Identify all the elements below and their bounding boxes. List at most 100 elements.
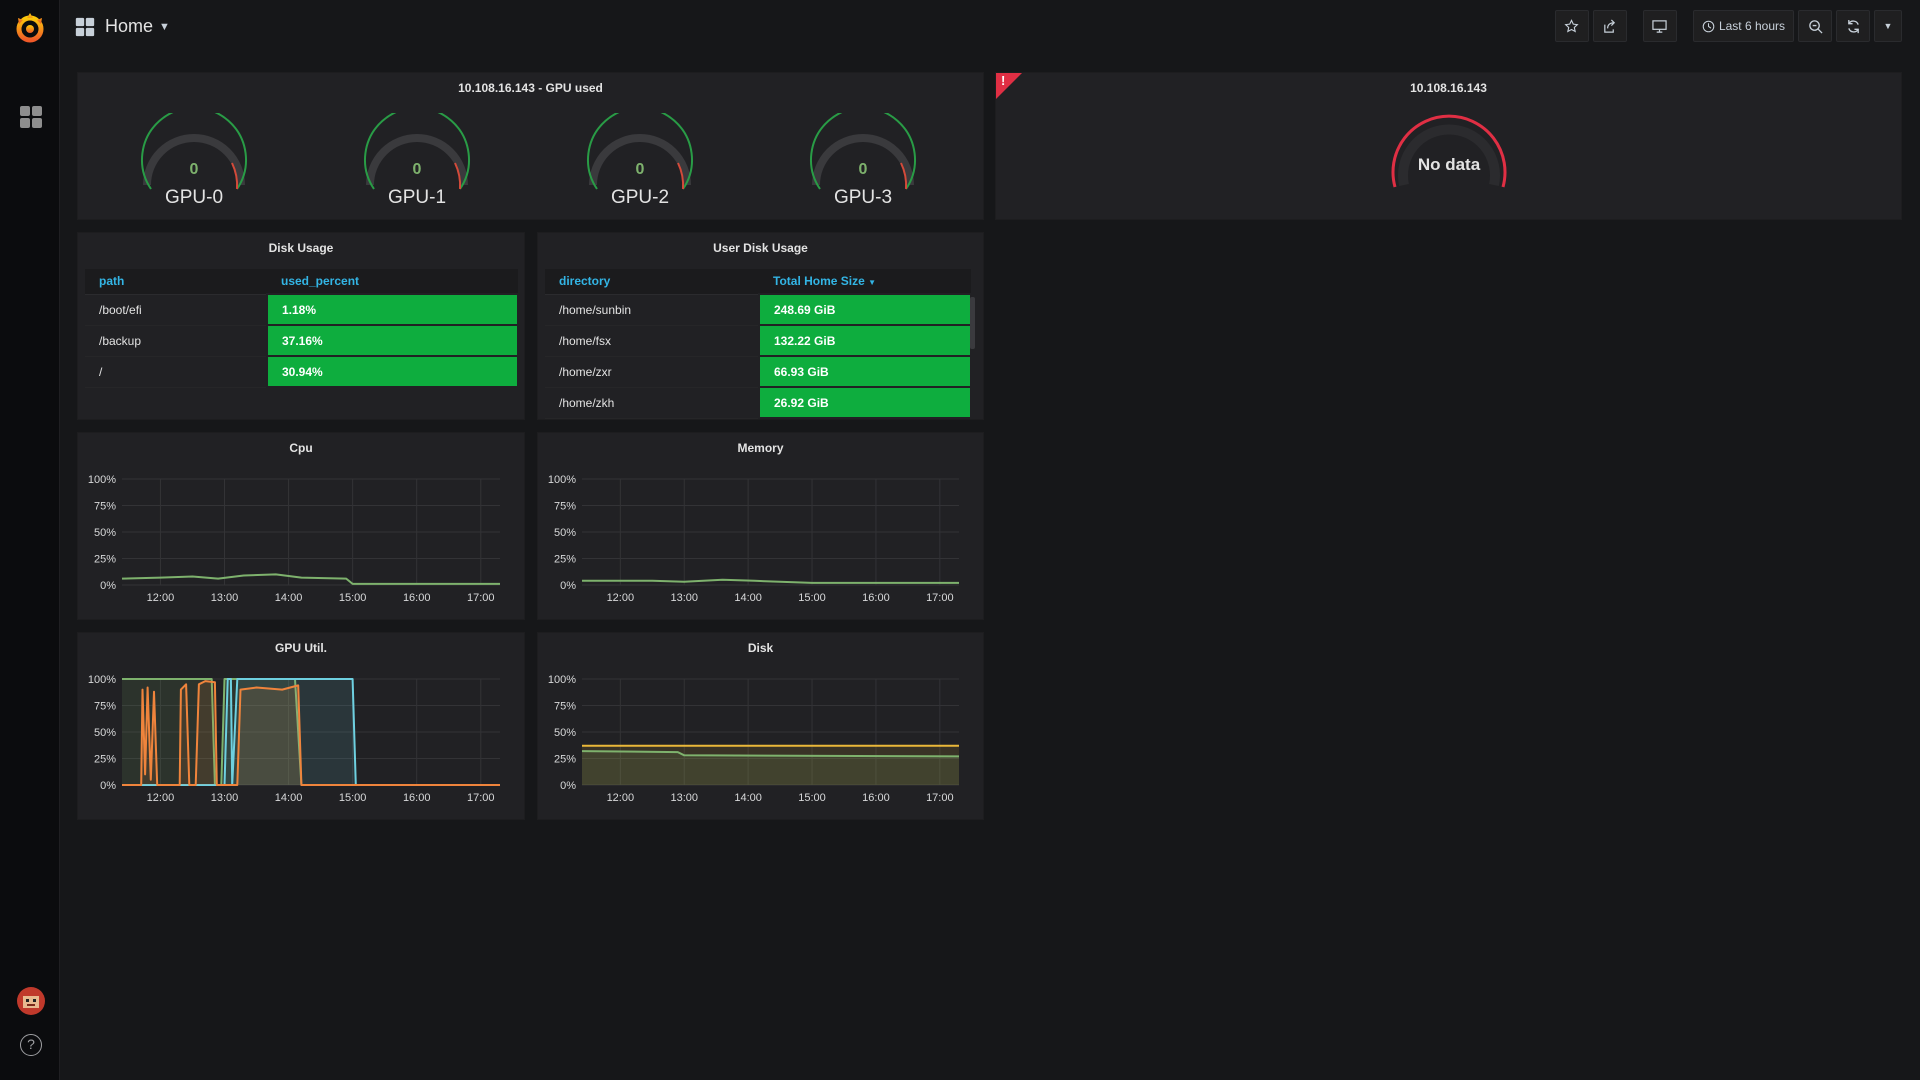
gauge-label: GPU-3 — [833, 187, 893, 208]
x-tick-label: 16:00 — [862, 592, 890, 604]
x-tick-label: 13:00 — [211, 792, 239, 804]
memory-panel: Memory 0% 25% 50% 75% 100% 12:00 13:00 14:00 15:… — [537, 432, 984, 620]
sort-desc-icon: ▼ — [868, 278, 877, 287]
x-tick-label: 12:00 — [147, 792, 175, 804]
cycle-view-mode-button[interactable] — [1642, 10, 1677, 42]
panel-title: Disk — [747, 641, 774, 655]
y-tick-label: 100% — [548, 474, 576, 486]
host-status-panel: ! 10.108.16.143 No data — [995, 72, 1902, 220]
cell-directory: /home/zkh — [545, 387, 759, 419]
y-tick-label: 25% — [554, 754, 576, 766]
series-area — [122, 679, 500, 785]
gpu-util-panel: GPU Util. 0% 25% 50% 75% 100% 12:00 13:00 14:00… — [77, 632, 525, 820]
series-line — [121, 573, 500, 585]
column-header-total-home-size[interactable]: Total Home Size ▼ — [759, 269, 971, 295]
panel-title: Memory — [737, 441, 784, 455]
monitor-icon — [1652, 19, 1668, 33]
x-tick-label: 17:00 — [467, 792, 495, 804]
cpu-chart[interactable]: 0% 25% 50% 75% 100% 12:00 13:00 14:00 15:00 16:00… — [78, 463, 524, 621]
gauge-value: 0 — [412, 161, 422, 178]
panel-title: Disk Usage — [268, 241, 334, 255]
y-tick-label: 50% — [554, 527, 576, 539]
disk-usage-table: path used_percent /boot/efi 1.18% /backu… — [85, 269, 519, 388]
table-scrollbar[interactable] — [970, 297, 975, 349]
panel-title: User Disk Usage — [713, 241, 808, 255]
share-button[interactable] — [1592, 10, 1627, 42]
cell-directory: /home/fsx — [545, 325, 759, 357]
navbar: Home ▼ Last 6 hours ▼ — [60, 0, 1920, 56]
refresh-button[interactable] — [1836, 10, 1870, 42]
y-tick-label: 75% — [94, 501, 116, 513]
x-tick-label: 14:00 — [734, 592, 762, 604]
gauge-label: GPU-2 — [610, 187, 670, 208]
gauge-label: GPU-1 — [387, 187, 447, 208]
gauge-value: 0 — [189, 161, 199, 178]
help-icon[interactable]: ? — [20, 1034, 42, 1056]
disk-chart[interactable]: 0% 25% 50% 75% 100% 12:00 13:00 14:00 15:00 16:00… — [538, 663, 983, 821]
y-tick-label: 25% — [554, 554, 576, 566]
column-header-used-percent[interactable]: used_percent — [267, 269, 518, 295]
gauge-gpu-0: 0 GPU-0 — [139, 113, 249, 213]
caret-down-icon: ▼ — [159, 20, 170, 33]
x-tick-label: 15:00 — [798, 592, 826, 604]
no-data-gauge: No data — [1384, 111, 1514, 191]
gpu-used-panel: 10.108.16.143 - GPU used 0 GPU-0 0 GPU-1… — [77, 72, 984, 220]
gpu-util-chart[interactable]: 0% 25% 50% 75% 100% 12:00 13:00 14:00 15:00 16:00… — [78, 663, 524, 821]
dashboards-icon[interactable] — [19, 105, 43, 129]
x-tick-label: 16:00 — [403, 592, 431, 604]
cell-size: 248.69 GiB — [758, 293, 972, 326]
refresh-interval-dropdown[interactable]: ▼ — [1874, 10, 1902, 42]
x-tick-label: 12:00 — [607, 592, 635, 604]
avatar[interactable] — [17, 987, 45, 1015]
caret-down-icon: ▼ — [1883, 21, 1893, 31]
x-tick-label: 17:00 — [467, 592, 495, 604]
table-row: /home/sunbin 248.69 GiB — [545, 293, 972, 326]
column-header-directory[interactable]: directory — [545, 269, 759, 295]
cell-path: /backup — [85, 325, 267, 357]
cpu-panel: Cpu 0% 25% 50% 75% 100% 12:00 13:00 14:00 15:00 1… — [77, 432, 525, 620]
zoom-out-icon — [1808, 19, 1823, 34]
table-row: /home/zxr 66.93 GiB — [545, 355, 972, 388]
cell-path: /boot/efi — [85, 294, 267, 326]
gauge-gpu-1: 0 GPU-1 — [362, 113, 472, 213]
x-tick-label: 14:00 — [275, 592, 303, 604]
cell-used-percent: 37.16% — [266, 324, 519, 357]
x-tick-label: 12:00 — [607, 792, 635, 804]
panel-title: GPU Util. — [274, 641, 327, 655]
gauge-value: 0 — [635, 161, 645, 178]
series-area — [582, 751, 959, 785]
grafana-logo-icon[interactable] — [12, 10, 48, 46]
x-tick-label: 13:00 — [670, 592, 698, 604]
x-tick-label: 13:00 — [211, 592, 239, 604]
table-row: /backup 37.16% — [85, 324, 519, 357]
share-icon — [1604, 19, 1616, 33]
memory-chart[interactable]: 0% 25% 50% 75% 100% 12:00 13:00 14:00 15:00 16:00… — [538, 463, 983, 621]
y-tick-label: 50% — [554, 727, 576, 739]
y-tick-label: 25% — [94, 754, 116, 766]
y-tick-label: 100% — [88, 674, 116, 686]
refresh-icon — [1847, 19, 1859, 33]
x-tick-label: 14:00 — [734, 792, 762, 804]
time-range-picker[interactable]: Last 6 hours — [1692, 10, 1794, 42]
x-tick-label: 14:00 — [275, 792, 303, 804]
disk-usage-panel: Disk Usage path used_percent /boot/efi 1… — [77, 232, 525, 420]
table-row: /home/fsx 132.22 GiB — [545, 324, 972, 357]
series-line — [122, 680, 500, 786]
disk-panel: Disk 0% 25% 50% 75% 100% 12:00 13:00 14:00 15:00… — [537, 632, 984, 820]
star-button[interactable] — [1554, 10, 1589, 42]
column-header-path[interactable]: path — [85, 269, 267, 295]
cell-path: / — [85, 356, 267, 388]
dashboard-grid-icon — [75, 17, 95, 36]
panel-title: Cpu — [289, 441, 313, 455]
alert-corner-icon[interactable]: ! — [996, 73, 1022, 99]
cell-size: 26.92 GiB — [758, 386, 972, 419]
table-row: / 30.94% — [85, 355, 519, 388]
zoom-out-button[interactable] — [1798, 10, 1832, 42]
no-data-text: No data — [1417, 155, 1481, 174]
dashboard-picker[interactable]: Home ▼ — [75, 16, 170, 37]
x-tick-label: 16:00 — [403, 792, 431, 804]
series-line — [582, 578, 959, 584]
table-row: /home/zkh 26.92 GiB — [545, 386, 972, 419]
table-row: /boot/efi 1.18% — [85, 293, 519, 326]
cell-used-percent: 1.18% — [266, 293, 519, 326]
